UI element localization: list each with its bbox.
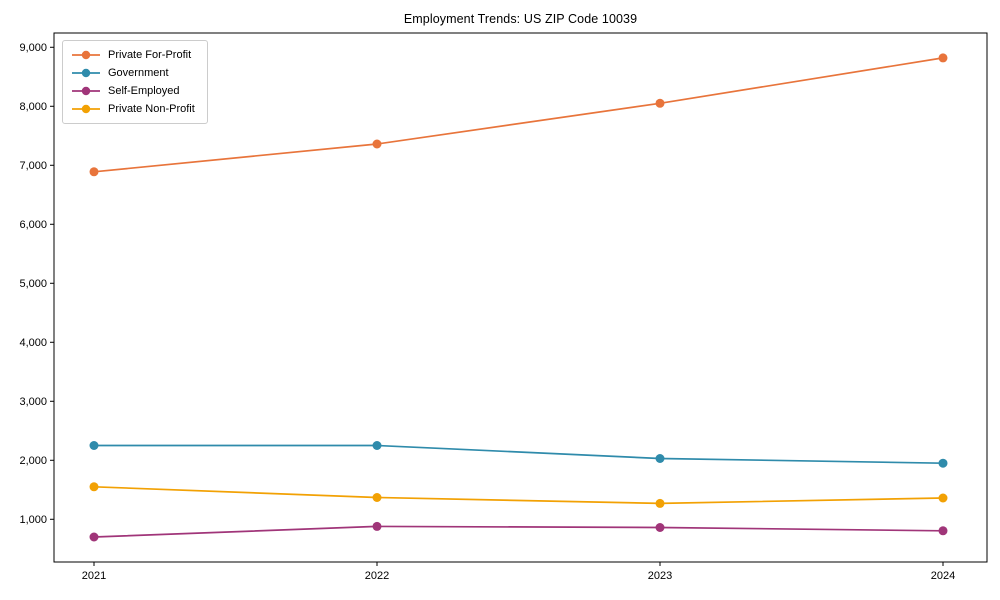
y-tick-label: 9,000 xyxy=(19,42,47,54)
data-point xyxy=(372,493,382,502)
legend-dot-icon xyxy=(81,104,91,114)
legend-marker-line-icon xyxy=(72,50,100,60)
data-point xyxy=(655,98,665,108)
x-tick-label: 2023 xyxy=(648,570,672,582)
series-line xyxy=(93,485,944,505)
data-point xyxy=(938,493,948,503)
y-tick-label: 6,000 xyxy=(19,219,47,231)
x-tick-label: 2022 xyxy=(365,570,389,582)
legend: Private For-Profit Government Self-Emplo… xyxy=(62,40,208,124)
data-point xyxy=(89,441,99,450)
data-point xyxy=(89,532,99,542)
legend-marker-line-icon xyxy=(72,68,100,78)
series-line xyxy=(93,57,944,173)
legend-item-government: Government xyxy=(72,66,195,80)
legend-marker-line-icon xyxy=(72,86,100,96)
legend-dot-icon xyxy=(81,86,91,96)
y-tick-label: 5,000 xyxy=(19,278,47,290)
legend-dot-icon xyxy=(81,68,91,78)
data-point xyxy=(89,167,99,177)
data-point xyxy=(89,482,99,492)
legend-item-private-non-profit: Private Non-Profit xyxy=(72,102,195,116)
legend-label: Government xyxy=(108,67,169,79)
y-tick-label: 2,000 xyxy=(19,455,47,467)
data-point xyxy=(655,523,665,532)
data-point xyxy=(938,526,948,536)
data-point xyxy=(655,498,665,508)
data-point xyxy=(655,454,665,463)
data-point xyxy=(372,521,382,531)
legend-dot-icon xyxy=(81,50,91,60)
legend-item-self-employed: Self-Employed xyxy=(72,84,195,98)
data-point xyxy=(938,458,948,468)
data-point xyxy=(372,139,382,149)
series-line xyxy=(93,525,944,538)
chart-title: Employment Trends: US ZIP Code 10039 xyxy=(403,12,638,26)
legend-label: Self-Employed xyxy=(108,85,180,97)
y-tick-label: 3,000 xyxy=(19,396,47,408)
data-point xyxy=(938,53,948,63)
y-tick-label: 7,000 xyxy=(19,160,47,172)
y-tick-label: 1,000 xyxy=(19,514,47,526)
legend-marker-line-icon xyxy=(72,104,100,114)
x-tick-label: 2024 xyxy=(931,570,955,582)
y-tick-label: 4,000 xyxy=(19,337,47,349)
data-point xyxy=(372,441,382,450)
series-line xyxy=(93,444,944,465)
x-tick-label: 2021 xyxy=(82,570,106,582)
plot-frame xyxy=(53,32,988,563)
legend-label: Private Non-Profit xyxy=(108,103,195,115)
legend-label: Private For-Profit xyxy=(108,49,192,61)
y-tick-label: 8,000 xyxy=(19,101,47,113)
legend-item-private-for-profit: Private For-Profit xyxy=(72,48,195,62)
